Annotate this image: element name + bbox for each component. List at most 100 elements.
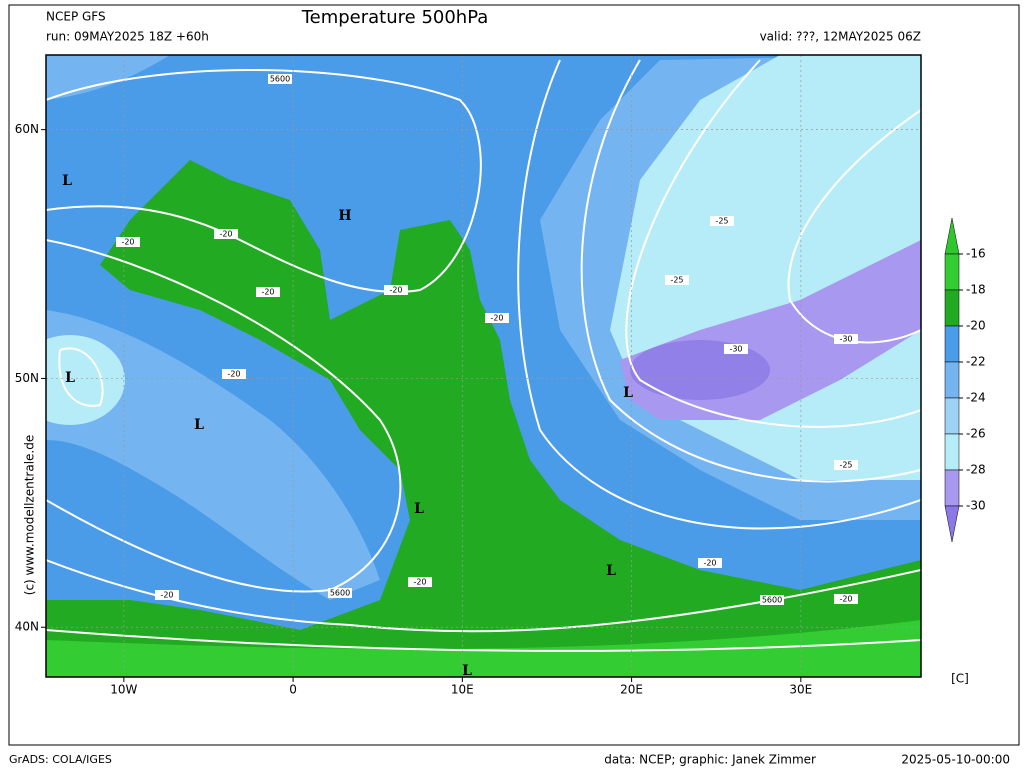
contour <box>46 239 402 593</box>
contour-label: -30 <box>724 344 748 354</box>
contour-label: -25 <box>834 460 858 470</box>
valid: valid: ???, 12MAY2025 06Z <box>760 30 921 44</box>
pressure-center: L <box>606 563 616 579</box>
field-area <box>630 340 770 400</box>
contour-label-text: 5600 <box>330 589 350 598</box>
colorbar-segment <box>944 253 960 291</box>
pressure-center: L <box>623 385 633 401</box>
colorbar-segment <box>944 325 960 363</box>
lat-label: 60N <box>15 122 39 136</box>
contour-label-box <box>698 558 722 568</box>
colorbar-label: -28 <box>966 463 986 477</box>
contour-label-box <box>834 594 858 604</box>
contours <box>46 59 921 652</box>
contour-label-text: -20 <box>703 559 716 568</box>
run: run: 09MAY2025 18Z +60h <box>46 30 209 44</box>
pressure-center: L <box>414 501 424 517</box>
colorbar-triangle <box>944 505 960 543</box>
pressure-center: L <box>462 663 472 679</box>
contour-label-text: -20 <box>261 288 274 297</box>
contour-label-text: -25 <box>670 276 683 285</box>
contour-label-text: -20 <box>160 591 173 600</box>
contour-label: -20 <box>222 369 246 379</box>
pressure-center: L <box>194 417 204 433</box>
contour-label-box <box>665 275 689 285</box>
pressure-center: L <box>65 370 75 386</box>
contour-label: -25 <box>710 216 734 226</box>
contour-label-text: -20 <box>227 370 240 379</box>
lon-label: 0 <box>289 683 297 697</box>
footer-center: data: NCEP; graphic: Janek Zimmer <box>604 753 816 767</box>
contour <box>58 347 104 407</box>
contour-label-box <box>268 74 292 84</box>
contour-label: 5600 <box>268 74 292 84</box>
pressure-center: H <box>338 208 351 224</box>
colorbar-unit: [C] <box>951 672 969 686</box>
contour-label: 5600 <box>760 595 784 605</box>
contour-label-text: -20 <box>413 578 426 587</box>
contour-label-box <box>384 285 408 295</box>
contour-label: -25 <box>665 275 689 285</box>
contour-label: -30 <box>834 334 858 344</box>
title: Temperature 500hPa <box>301 7 489 28</box>
contour <box>625 59 921 428</box>
contour <box>580 59 921 483</box>
lon-label: 20E <box>620 683 643 697</box>
contour-label-text: -20 <box>219 230 232 239</box>
contour-label: -20 <box>485 313 509 323</box>
contour-label: -20 <box>155 590 179 600</box>
contour-label-box <box>834 334 858 344</box>
pressure-center: L <box>62 173 72 189</box>
contour-label: -20 <box>116 237 140 247</box>
contour-label-text: 5600 <box>762 596 782 605</box>
contour <box>46 69 482 293</box>
contour-label-box <box>408 577 432 587</box>
contour-label-box <box>724 344 748 354</box>
colorbar-segment <box>944 433 960 471</box>
contour-label-box <box>214 229 238 239</box>
lon-label: 10E <box>451 683 474 697</box>
colorbar-label: -16 <box>966 247 986 261</box>
graticule <box>46 55 921 677</box>
contour-label-box <box>116 237 140 247</box>
contour-label: -20 <box>256 287 280 297</box>
contour-label-text: 5600 <box>270 75 290 84</box>
field <box>46 55 921 677</box>
contour-label-box <box>222 369 246 379</box>
contour-label-box <box>155 590 179 600</box>
contour <box>46 629 921 652</box>
field-area <box>46 335 125 425</box>
contour-label-text: -20 <box>121 238 134 247</box>
contour-label: -20 <box>834 594 858 604</box>
contour-label-box <box>485 313 509 323</box>
contour <box>787 109 921 344</box>
colorbar-label: -22 <box>966 355 986 369</box>
contour-label-text: -30 <box>839 335 852 344</box>
colorbar-segment <box>944 469 960 507</box>
frame <box>8 4 1020 746</box>
field-area <box>46 310 380 600</box>
contour-label-box <box>834 460 858 470</box>
contour-label-text: -20 <box>389 286 402 295</box>
contour-label-text: -25 <box>839 461 852 470</box>
lat-label: 50N <box>15 371 39 385</box>
contour-label-text: -20 <box>490 314 503 323</box>
contour-label: 5600 <box>328 588 352 598</box>
contour <box>517 59 921 530</box>
contour-label-text: -25 <box>715 217 728 226</box>
model: NCEP GFS <box>46 10 106 24</box>
colorbar-segment <box>944 397 960 435</box>
contour-label: -20 <box>214 229 238 239</box>
contour-label-box <box>710 216 734 226</box>
colorbar-label: -30 <box>966 499 986 513</box>
contour-label: -20 <box>408 577 432 587</box>
contour-label-text: -20 <box>839 595 852 604</box>
colorbar-label: -18 <box>966 283 986 297</box>
colorbar-segment <box>944 361 960 399</box>
contour-label-box <box>256 287 280 297</box>
contour-label-box <box>328 588 352 598</box>
colorbar-label: -26 <box>966 427 986 441</box>
contour-label-box <box>760 595 784 605</box>
